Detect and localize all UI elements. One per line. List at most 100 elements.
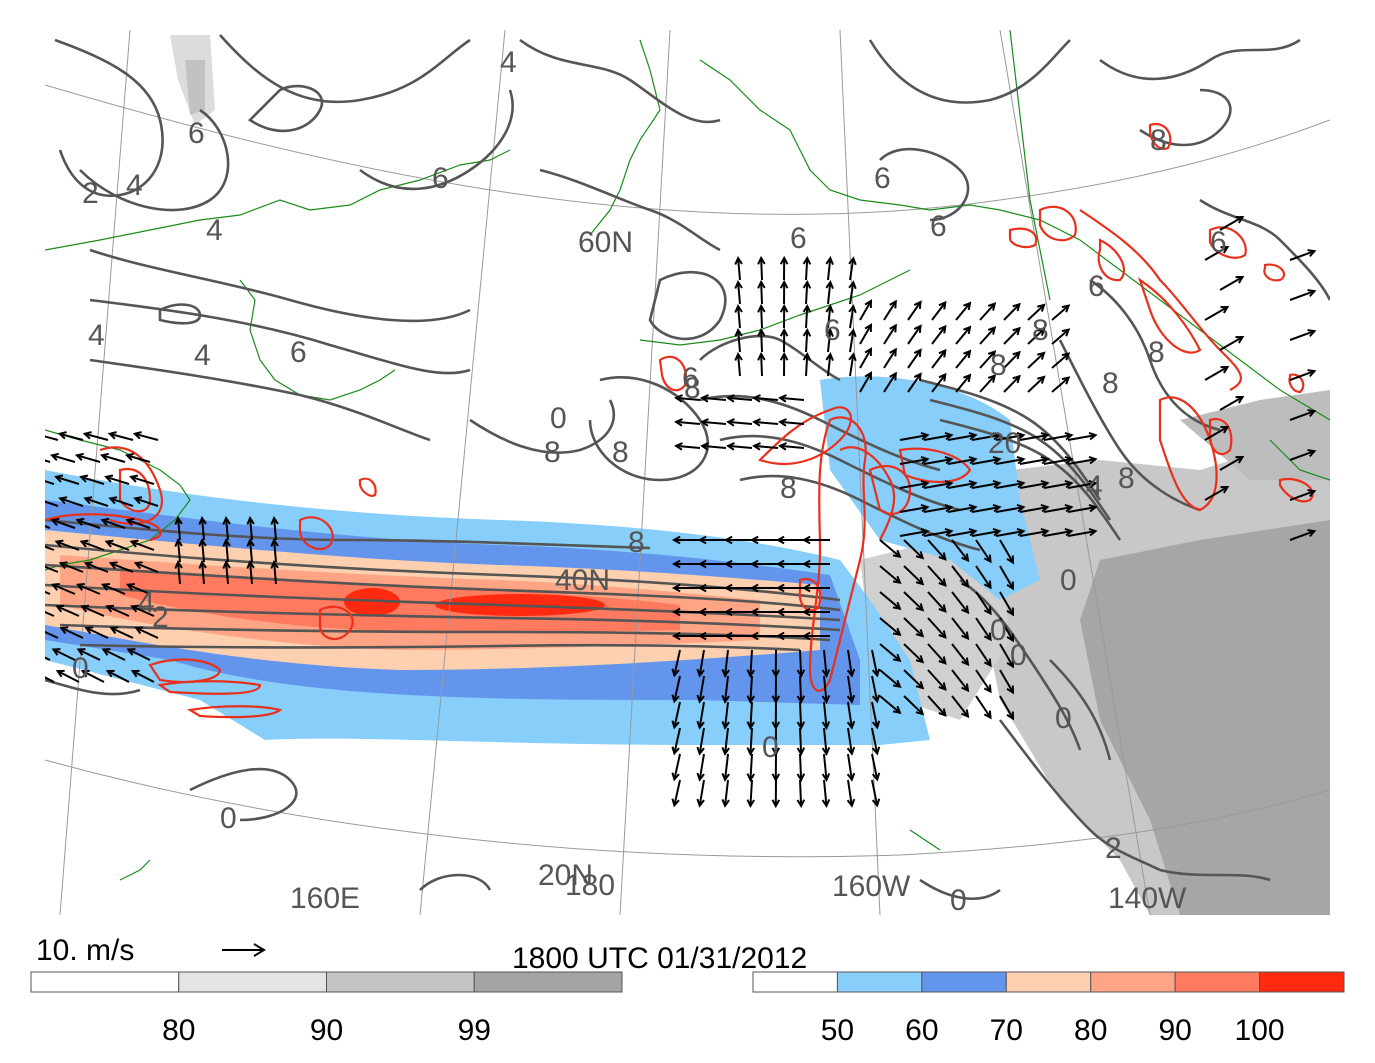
colorbar-tick-label: 80 — [162, 1014, 195, 1047]
wind-arrow — [947, 431, 978, 441]
wind-arrow — [927, 617, 947, 639]
contour-value-label: 8 — [1032, 314, 1049, 347]
wind-arrow — [1043, 479, 1074, 489]
wind-arrow — [671, 559, 700, 569]
wind-arrow — [50, 517, 76, 529]
wind-arrow — [879, 695, 902, 715]
wind-arrow — [778, 418, 805, 427]
wind-arrow — [1204, 365, 1230, 381]
wind-arrow — [108, 496, 134, 507]
wind-arrow — [927, 695, 947, 717]
wind-arrow — [871, 701, 881, 730]
colorbar-tick-label: 90 — [310, 1014, 343, 1047]
wind-arrow — [58, 561, 84, 573]
wind-arrow — [779, 303, 789, 329]
wind-arrow — [955, 301, 972, 321]
wind-arrow — [907, 324, 922, 345]
wind-arrow — [951, 643, 970, 667]
wind-arrow — [923, 455, 954, 465]
colorbar-swatch — [1005, 971, 1092, 993]
wind-arrow — [927, 643, 947, 665]
wind-arrow — [104, 539, 130, 551]
wind-arrow — [1204, 425, 1230, 441]
wind-arrow — [54, 474, 80, 485]
wind-arrow — [825, 352, 834, 377]
wind-arrow — [1289, 489, 1317, 501]
colorbar-tick-label: 90 — [1158, 1014, 1191, 1047]
wind-arrow — [1019, 431, 1050, 441]
wind-arrow — [1219, 275, 1245, 291]
wind-arrow — [1003, 302, 1021, 321]
wind-arrow — [995, 431, 1026, 441]
wind-arrow — [995, 527, 1026, 537]
wind-arrow — [222, 560, 231, 585]
wind-arrow — [45, 480, 55, 485]
wind-arrow — [979, 326, 997, 345]
contour-value-label: 8 — [1150, 124, 1167, 157]
wind-arrow — [907, 348, 922, 369]
wind-arrow — [1289, 529, 1317, 541]
wind-arrow — [927, 669, 947, 691]
wind-arrow — [45, 656, 51, 661]
wind-arrow — [848, 256, 857, 281]
wind-arrow — [198, 560, 207, 585]
wind-arrow — [848, 328, 857, 353]
wind-arrow — [749, 607, 778, 617]
wind-arrow — [801, 631, 830, 641]
contour-value-label: 4 — [500, 46, 517, 79]
wind-arrow — [746, 727, 755, 757]
wind-arrow — [802, 255, 812, 281]
wind-arrow — [50, 583, 76, 595]
wind-arrow — [975, 695, 992, 720]
wind-arrow — [975, 669, 992, 694]
wind-arrow — [74, 452, 101, 463]
wind-arrow — [1067, 527, 1098, 537]
wind-arrow — [721, 649, 730, 678]
wind-arrow — [775, 559, 804, 569]
wind-arrow — [899, 527, 930, 537]
wind-arrow — [82, 431, 109, 441]
wind-arrow — [752, 394, 779, 403]
wind-arrow — [134, 626, 159, 639]
wind-arrow — [1043, 527, 1074, 537]
wind-arrow — [246, 538, 255, 563]
wind-arrow — [746, 675, 755, 705]
wind-arrow — [270, 516, 279, 541]
contour-value-label: 6 — [432, 162, 449, 195]
wind-arrow — [671, 779, 681, 808]
wind-arrow — [796, 649, 806, 679]
contour-value-label: 6 — [290, 336, 307, 369]
wind-arrow — [721, 779, 730, 808]
wind-arrow — [796, 753, 806, 783]
wind-arrow — [1067, 455, 1098, 465]
wind-arrow — [723, 631, 752, 641]
wind-arrow — [907, 372, 922, 393]
wind-arrow — [757, 327, 766, 353]
gray-shading — [170, 35, 1330, 915]
contour-value-label: 8 — [612, 436, 629, 469]
wind-arrow — [775, 583, 804, 593]
wind-arrow — [1219, 335, 1245, 351]
wind-arrow — [697, 559, 726, 569]
wind-arrow — [45, 459, 51, 463]
wind-arrow — [1019, 455, 1050, 465]
contour-value-label: 8 — [628, 526, 645, 559]
wind-arrow — [923, 503, 954, 513]
wind-arrow — [825, 304, 834, 329]
colorbar-tick-label: 99 — [458, 1014, 491, 1047]
contour-value-label: 8 — [990, 349, 1007, 382]
red-contours — [45, 122, 1314, 719]
wind-arrow — [746, 701, 755, 731]
wind-arrow — [999, 565, 1015, 591]
wind-arrow — [848, 280, 857, 305]
wind-arrow — [927, 539, 947, 561]
wind-arrow — [1051, 328, 1071, 345]
wind-arrow — [734, 280, 743, 305]
contour-value-label: 0 — [990, 614, 1007, 647]
colorbar-swatch — [752, 971, 838, 993]
wind-arrow — [696, 701, 705, 730]
wind-arrow — [825, 328, 834, 353]
wind-arrow — [879, 617, 902, 637]
